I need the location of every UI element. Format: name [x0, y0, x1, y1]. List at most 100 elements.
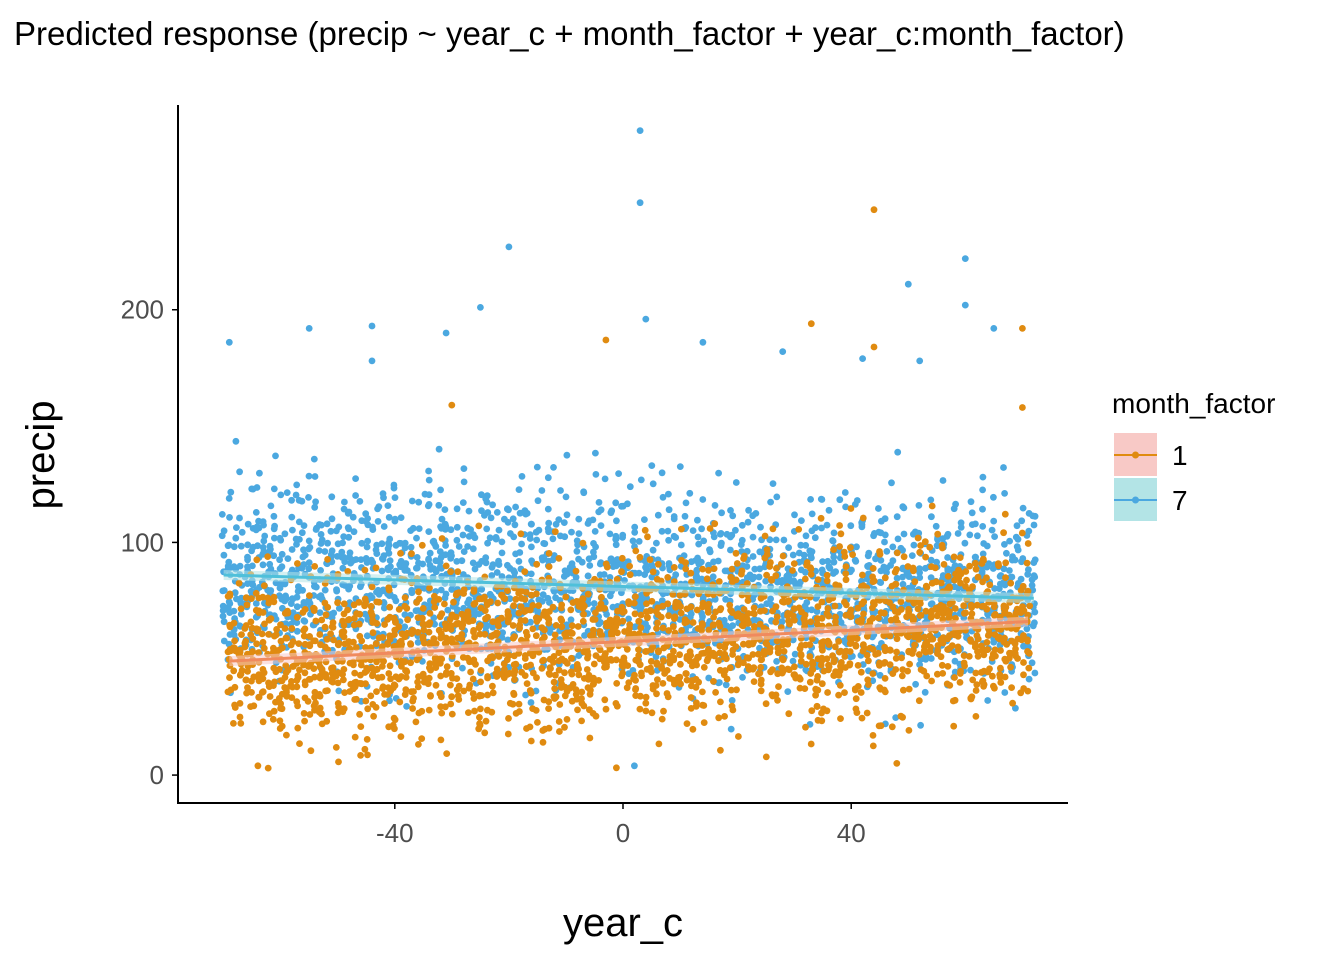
data-point-month-7 [972, 553, 979, 561]
data-point-month-7 [401, 539, 409, 547]
data-point-month-1 [561, 723, 568, 731]
data-point-month-1 [677, 660, 684, 668]
data-point-month-7 [498, 549, 506, 557]
data-point-month-1 [750, 610, 757, 617]
data-point-month-1 [654, 676, 661, 683]
data-point-month-1 [663, 667, 671, 674]
data-point-month-1 [471, 633, 478, 641]
data-point-month-1 [946, 682, 954, 689]
data-point-month-7 [648, 462, 656, 469]
data-point-month-1 [934, 670, 941, 678]
data-point-month-1 [454, 692, 462, 700]
data-point-month-7 [699, 338, 707, 346]
data-point-month-1 [488, 653, 496, 660]
data-point-month-1 [817, 514, 825, 522]
data-point-month-7 [573, 547, 581, 555]
y-tick-label: 100 [121, 527, 164, 557]
data-point-month-7 [1006, 537, 1013, 545]
data-point-month-7 [225, 338, 233, 346]
data-point-month-1 [573, 661, 581, 668]
data-point-month-7 [1011, 556, 1019, 564]
data-point-month-1 [282, 634, 290, 642]
data-point-month-1 [1007, 579, 1015, 587]
data-point-month-7 [346, 549, 354, 557]
data-point-month-7 [538, 554, 546, 562]
data-point-month-7 [549, 556, 557, 564]
data-point-month-1 [797, 652, 805, 659]
data-point-month-1 [323, 674, 330, 681]
data-point-month-1 [408, 550, 415, 558]
data-point-month-1 [664, 693, 672, 701]
data-point-month-7 [386, 535, 394, 543]
data-point-month-7 [1001, 541, 1008, 548]
data-point-month-1 [521, 617, 529, 624]
data-point-month-7 [330, 609, 338, 617]
data-point-month-7 [277, 491, 285, 499]
data-point-month-1 [475, 624, 483, 632]
data-point-month-7 [460, 548, 468, 555]
data-point-month-7 [807, 551, 815, 559]
data-point-month-1 [824, 605, 832, 612]
data-point-month-7 [808, 606, 815, 614]
data-point-month-1 [403, 604, 411, 612]
data-point-month-7 [629, 537, 637, 545]
data-point-month-1 [893, 635, 901, 643]
data-point-month-1 [927, 609, 935, 617]
data-point-month-7 [957, 519, 965, 527]
data-point-month-1 [758, 656, 765, 663]
data-point-month-7 [1025, 566, 1032, 574]
data-point-month-1 [916, 548, 924, 556]
data-point-month-7 [436, 563, 444, 571]
data-point-month-7 [469, 559, 477, 567]
data-point-month-1 [351, 733, 359, 741]
data-point-month-1 [831, 602, 839, 610]
data-point-month-1 [380, 657, 387, 665]
data-point-month-7 [305, 559, 313, 566]
data-point-month-1 [635, 617, 643, 625]
data-point-month-1 [934, 647, 942, 654]
data-point-month-1 [259, 638, 267, 646]
data-point-month-1 [316, 692, 324, 700]
data-point-month-1 [437, 655, 445, 663]
data-point-month-1 [396, 639, 404, 646]
data-point-month-1 [373, 688, 380, 695]
data-point-month-7 [664, 527, 672, 535]
data-point-month-1 [397, 733, 405, 740]
data-point-month-7 [315, 547, 323, 554]
data-point-month-7 [281, 530, 289, 538]
data-point-month-7 [967, 666, 974, 674]
data-point-month-1 [296, 740, 303, 747]
data-point-month-1 [1008, 684, 1015, 691]
data-point-month-7 [900, 530, 908, 538]
data-point-month-7 [270, 525, 278, 533]
data-point-month-7 [295, 518, 303, 526]
data-point-month-1 [357, 752, 364, 759]
data-point-month-1 [425, 674, 433, 682]
data-point-month-1 [881, 675, 889, 682]
data-point-month-1 [425, 628, 433, 636]
data-point-month-7 [727, 533, 734, 541]
data-point-month-1 [484, 691, 491, 699]
data-point-month-1 [614, 629, 621, 637]
data-point-month-1 [886, 647, 894, 654]
data-point-month-1 [426, 664, 433, 672]
data-point-month-1 [614, 607, 621, 615]
data-point-month-7 [425, 491, 433, 499]
data-point-month-1 [418, 541, 426, 549]
data-point-month-1 [807, 571, 815, 578]
data-point-month-7 [527, 699, 535, 706]
data-point-month-1 [818, 717, 826, 725]
data-point-month-1 [922, 640, 929, 647]
data-point-month-7 [533, 463, 541, 471]
data-point-month-1 [875, 722, 883, 730]
data-point-month-1 [659, 602, 666, 610]
data-point-month-7 [220, 618, 228, 626]
data-point-month-7 [875, 505, 882, 512]
data-point-month-7 [853, 543, 860, 551]
data-point-month-1 [510, 602, 518, 610]
data-point-month-1 [1005, 654, 1013, 662]
data-point-month-7 [368, 357, 376, 365]
data-point-month-7 [493, 569, 501, 576]
data-point-month-1 [350, 638, 357, 646]
